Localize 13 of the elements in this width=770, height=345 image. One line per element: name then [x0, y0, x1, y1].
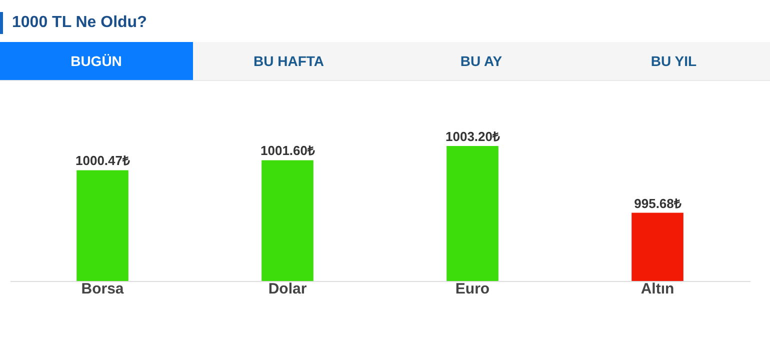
text: BUGÜN	[0, 42, 192, 80]
data-label: 995.68₺	[634, 196, 682, 211]
x-tick-label: Altın	[640, 280, 674, 298]
x-tick-label: Euro	[455, 280, 490, 298]
chart-title: 1000 TL Ne Oldu?	[0, 12, 770, 34]
data-label: 1000.47₺	[76, 153, 130, 168]
data-label: 1001.60₺	[260, 143, 316, 158]
text: BU AY	[459, 52, 504, 71]
data-label: 1003.20₺	[446, 129, 500, 144]
text: BU HAFTA	[252, 52, 325, 71]
x-tick-label: Dolar	[268, 280, 307, 298]
x-tick-label: Borsa	[81, 280, 124, 298]
text: BU YIL	[650, 52, 698, 71]
